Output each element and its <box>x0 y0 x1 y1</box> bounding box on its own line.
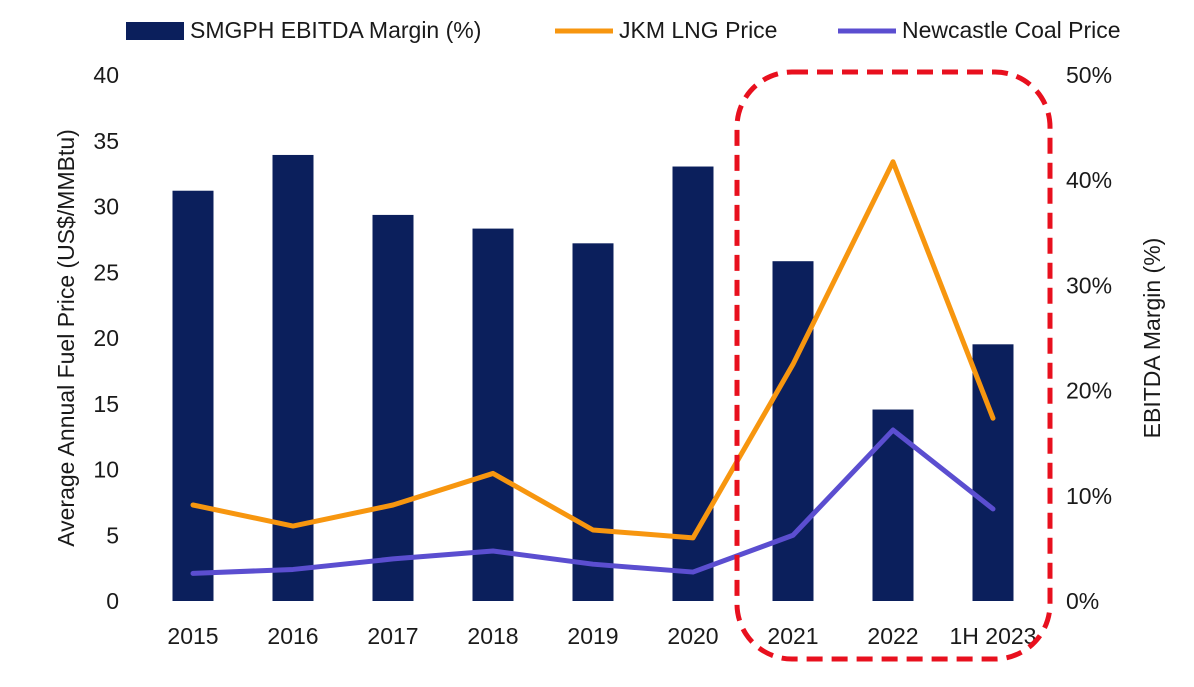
legend-label-ebitda: SMGPH EBITDA Margin (%) <box>190 17 481 43</box>
y-axis-title: Average Annual Fuel Price (US$/MMBtu) <box>53 129 79 547</box>
y-tick-label: 15 <box>93 391 119 417</box>
y2-tick-label: 30% <box>1066 272 1112 298</box>
legend: SMGPH EBITDA Margin (%) JKM LNG Price Ne… <box>126 17 1121 43</box>
legend-swatch-ebitda <box>126 22 184 40</box>
x-tick-label: 2015 <box>167 623 218 649</box>
y-tick-label: 30 <box>93 194 119 220</box>
line-series <box>190 159 996 576</box>
y-tick-label: 5 <box>106 522 119 548</box>
bar-2016 <box>272 154 314 601</box>
y-tick-label: 40 <box>93 62 119 88</box>
x-axis: 2015 2016 2017 2018 2019 2020 2021 2022 1H 2023 <box>167 623 1036 649</box>
x-tick-label: 2020 <box>667 623 718 649</box>
legend-label-jkm: JKM LNG Price <box>619 17 777 43</box>
bar-2019 <box>572 243 614 601</box>
x-tick-label: 2018 <box>467 623 518 649</box>
y2-tick-label: 40% <box>1066 167 1112 193</box>
bar-2018 <box>472 228 514 602</box>
y2-axis-title: EBITDA Margin (%) <box>1139 238 1165 439</box>
x-tick-label: 2019 <box>567 623 618 649</box>
y-axis-right: 0% 10% 20% 30% 40% 50% <box>1066 62 1112 614</box>
bar-2015 <box>172 190 214 601</box>
legend-label-coal: Newcastle Coal Price <box>902 17 1121 43</box>
y-tick-label: 0 <box>106 588 119 614</box>
bar-2017 <box>372 214 414 601</box>
newcastle-coal-price-line <box>190 427 996 576</box>
y-tick-label: 10 <box>93 457 119 483</box>
y-tick-label: 20 <box>93 325 119 351</box>
y2-tick-label: 50% <box>1066 62 1112 88</box>
y2-tick-label: 10% <box>1066 483 1112 509</box>
y-axis-left: 0 5 10 15 20 25 30 35 40 <box>93 62 119 614</box>
y2-tick-label: 0% <box>1066 588 1099 614</box>
x-tick-label: 2021 <box>767 623 818 649</box>
bar-2020 <box>672 166 714 602</box>
y2-tick-label: 20% <box>1066 378 1112 404</box>
y-tick-label: 35 <box>93 128 119 154</box>
x-tick-label: 2017 <box>367 623 418 649</box>
jkm-lng-price-line <box>190 159 996 541</box>
x-tick-label: 2022 <box>867 623 918 649</box>
bar-2021 <box>772 261 814 601</box>
x-tick-label: 2016 <box>267 623 318 649</box>
highlight-box <box>734 69 1053 662</box>
y-tick-label: 25 <box>93 259 119 285</box>
bar-series <box>172 154 1014 602</box>
x-tick-label: 1H 2023 <box>950 623 1037 649</box>
